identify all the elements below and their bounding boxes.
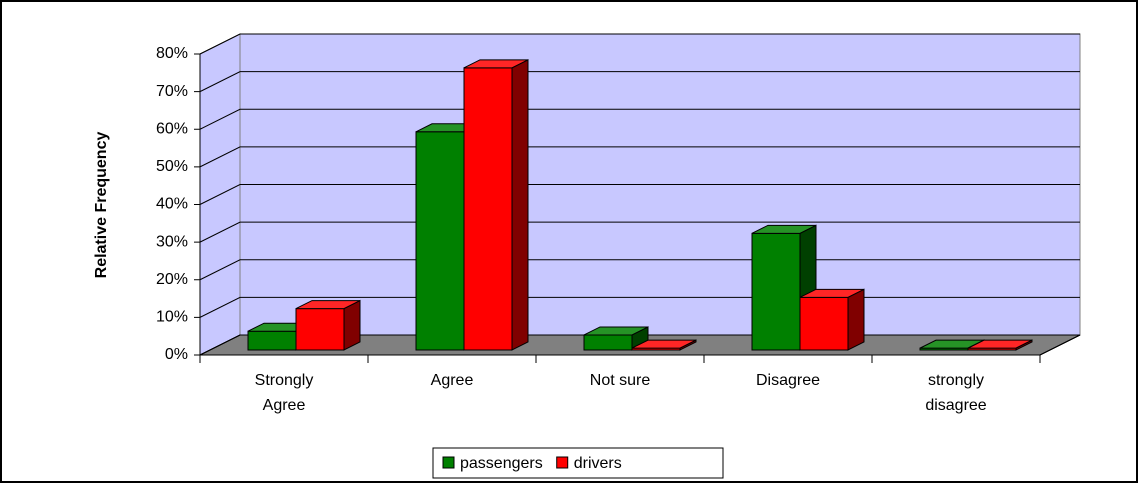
bar-top bbox=[967, 339, 1033, 349]
y-tick-label: 30% bbox=[156, 233, 188, 250]
bar bbox=[799, 296, 849, 351]
y-tick-label: 80% bbox=[156, 45, 188, 62]
grid-line bbox=[199, 184, 1080, 205]
legend-swatch bbox=[442, 456, 455, 469]
y-tick-label: 50% bbox=[156, 158, 188, 175]
grid-line bbox=[199, 71, 1080, 93]
bar-top bbox=[799, 288, 865, 298]
legend-label: drivers bbox=[574, 455, 622, 472]
legend-box bbox=[432, 447, 724, 479]
x-tick-label: Not sure bbox=[590, 372, 651, 389]
bar-top bbox=[463, 59, 529, 69]
bar bbox=[415, 131, 465, 351]
bar bbox=[751, 232, 801, 351]
bar-side bbox=[343, 299, 361, 351]
x-tick-label: Agree bbox=[431, 372, 474, 389]
x-tick-label: Strongly bbox=[255, 372, 314, 389]
bar bbox=[295, 308, 345, 351]
grid-line bbox=[199, 146, 1080, 168]
x-tick-label: strongly bbox=[928, 372, 984, 389]
y-tick-label: 70% bbox=[156, 83, 188, 100]
grid-line bbox=[199, 221, 1080, 243]
grid-line bbox=[199, 108, 1080, 130]
bar bbox=[247, 330, 297, 351]
legend: passengers drivers bbox=[432, 447, 724, 479]
x-tick-label: Disagree bbox=[756, 372, 820, 389]
y-tick-label: 40% bbox=[156, 196, 188, 213]
y-tick-label: 0% bbox=[165, 346, 188, 363]
legend-swatch bbox=[556, 456, 569, 469]
bar bbox=[583, 334, 633, 351]
bar-top bbox=[631, 339, 697, 349]
x-tick-label: disagree bbox=[925, 397, 986, 414]
x-axis-end bbox=[1039, 334, 1081, 356]
grid-line bbox=[199, 33, 1080, 55]
y-tick-label: 10% bbox=[156, 309, 188, 326]
x-tick-label: Agree bbox=[263, 397, 306, 414]
bar-top bbox=[751, 224, 817, 234]
y-tick-label: 60% bbox=[156, 120, 188, 137]
legend-label: passengers bbox=[460, 455, 543, 472]
y-axis-title: Relative Frequency bbox=[93, 132, 110, 279]
bar-top bbox=[583, 326, 649, 336]
y-tick-label: 20% bbox=[156, 271, 188, 288]
bar bbox=[463, 67, 513, 351]
bar-top bbox=[295, 300, 361, 310]
bar-side bbox=[847, 288, 865, 351]
bar-side bbox=[511, 59, 529, 351]
